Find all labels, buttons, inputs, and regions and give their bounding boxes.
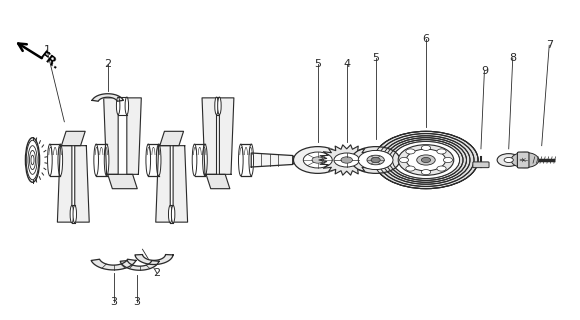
Ellipse shape <box>157 144 161 176</box>
Text: 6: 6 <box>422 34 429 44</box>
Text: 7: 7 <box>546 40 553 50</box>
Polygon shape <box>251 153 293 167</box>
Circle shape <box>504 157 513 163</box>
Circle shape <box>407 149 445 171</box>
Polygon shape <box>219 98 234 174</box>
Polygon shape <box>127 98 142 174</box>
Polygon shape <box>173 146 187 222</box>
Circle shape <box>406 166 415 171</box>
Polygon shape <box>108 174 137 189</box>
Text: 3: 3 <box>133 297 140 307</box>
Circle shape <box>497 154 520 166</box>
Circle shape <box>303 152 332 168</box>
Text: 5: 5 <box>372 53 379 63</box>
Text: 2: 2 <box>104 60 111 69</box>
Circle shape <box>416 155 435 165</box>
Text: 5: 5 <box>314 60 321 69</box>
Circle shape <box>351 147 400 173</box>
Polygon shape <box>104 98 118 174</box>
Ellipse shape <box>58 144 63 176</box>
Circle shape <box>341 157 353 163</box>
Ellipse shape <box>215 97 218 115</box>
Ellipse shape <box>218 97 221 115</box>
FancyBboxPatch shape <box>517 152 529 168</box>
Ellipse shape <box>73 205 77 223</box>
Ellipse shape <box>48 144 52 176</box>
Polygon shape <box>92 94 124 101</box>
Ellipse shape <box>146 144 151 176</box>
Circle shape <box>511 152 539 168</box>
Circle shape <box>374 131 478 189</box>
Polygon shape <box>57 146 72 222</box>
Circle shape <box>421 157 430 163</box>
Circle shape <box>312 157 324 163</box>
Circle shape <box>443 157 452 163</box>
Circle shape <box>421 145 430 150</box>
Polygon shape <box>75 146 89 222</box>
Polygon shape <box>319 145 375 175</box>
Ellipse shape <box>171 205 175 223</box>
Text: 8: 8 <box>509 53 516 63</box>
Text: FR.: FR. <box>37 49 62 73</box>
Circle shape <box>421 170 430 175</box>
Polygon shape <box>206 174 230 189</box>
Circle shape <box>406 149 415 154</box>
Text: 1: 1 <box>44 45 50 55</box>
Ellipse shape <box>169 205 172 223</box>
FancyBboxPatch shape <box>473 162 489 168</box>
Ellipse shape <box>104 144 109 176</box>
Circle shape <box>358 150 393 170</box>
Polygon shape <box>91 259 136 270</box>
Ellipse shape <box>192 144 197 176</box>
Ellipse shape <box>125 97 129 115</box>
Circle shape <box>371 157 380 163</box>
Polygon shape <box>202 98 216 174</box>
Polygon shape <box>135 254 173 265</box>
Circle shape <box>398 145 454 175</box>
Ellipse shape <box>249 144 253 176</box>
Ellipse shape <box>117 97 120 115</box>
Polygon shape <box>156 146 170 222</box>
Polygon shape <box>293 156 307 164</box>
Ellipse shape <box>202 144 207 176</box>
Circle shape <box>367 155 385 165</box>
Text: 2: 2 <box>153 268 161 278</box>
Circle shape <box>393 141 459 179</box>
Text: 4: 4 <box>343 60 350 69</box>
Circle shape <box>293 147 342 173</box>
Text: 3: 3 <box>110 297 117 307</box>
Polygon shape <box>160 131 183 146</box>
Circle shape <box>437 166 446 171</box>
Circle shape <box>400 157 409 163</box>
Polygon shape <box>120 260 159 270</box>
Text: 9: 9 <box>481 66 488 76</box>
Polygon shape <box>61 131 85 146</box>
Circle shape <box>334 153 360 167</box>
Ellipse shape <box>70 205 74 223</box>
Ellipse shape <box>238 144 243 176</box>
Circle shape <box>437 149 446 154</box>
Ellipse shape <box>94 144 99 176</box>
